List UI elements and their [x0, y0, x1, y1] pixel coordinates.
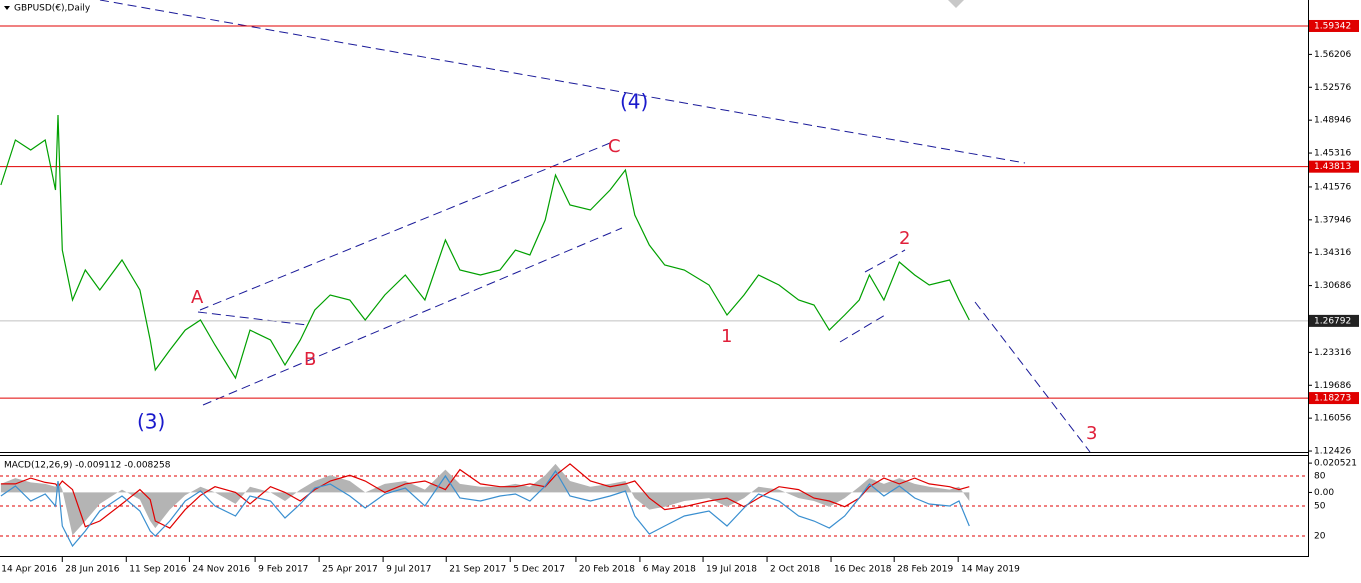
- x-tick-label: 9 Jul 2017: [386, 565, 431, 575]
- x-tick-label: 14 May 2019: [961, 565, 1020, 575]
- x-tick-label: 14 Apr 2016: [1, 565, 57, 575]
- trend-line: [99, 0, 1026, 164]
- level-label-box: [1309, 392, 1359, 405]
- y-tick-label: 1.16056: [1314, 414, 1351, 424]
- x-tick-label: 6 May 2018: [643, 565, 696, 575]
- price-line-series: [0, 114, 970, 380]
- y-tick-label: 0.00: [1314, 488, 1334, 498]
- scroll-marker: [948, 0, 964, 8]
- y-tick-label: 1.45316: [1314, 149, 1351, 159]
- y-tick-label: 1.52576: [1314, 83, 1351, 93]
- level-label: 1.43813: [1314, 162, 1351, 172]
- x-tick-label: 21 Sep 2017: [449, 565, 506, 575]
- indicator-title: MACD(12,26,9) -0.009112 -0.008258: [4, 461, 171, 471]
- wave-label: (3): [137, 410, 165, 434]
- x-tick-label: 19 Jul 2018: [706, 565, 757, 575]
- y2-tick-label: 50: [1314, 502, 1326, 512]
- y-tick-label: 1.41576: [1314, 182, 1351, 192]
- y-tick-label: 1.37946: [1314, 215, 1351, 225]
- price-label: 1.26792: [1314, 316, 1351, 326]
- y-tick-label: 0.020521: [1314, 459, 1357, 469]
- x-tick-label: 28 Jun 2016: [65, 565, 119, 575]
- wave-label: 1: [721, 326, 732, 347]
- trend-line: [864, 249, 906, 273]
- x-tick-label: 25 Apr 2017: [322, 565, 378, 575]
- level-label: 1.18273: [1314, 394, 1351, 404]
- y-tick-label: 1.12426: [1314, 447, 1351, 457]
- level-label: 1.59342: [1314, 21, 1351, 31]
- wave-label: (4): [620, 90, 648, 114]
- x-tick-label: 20 Feb 2018: [579, 565, 635, 575]
- y-tick-label: 1.56206: [1314, 50, 1351, 60]
- trend-line: [202, 227, 623, 406]
- y-tick-label: 1.23316: [1314, 348, 1351, 358]
- wave-label: B: [304, 349, 316, 370]
- level-label-box: [1309, 160, 1359, 173]
- price-label-box: [1309, 314, 1359, 327]
- chart-title: GBPUSD(€),Daily: [14, 4, 91, 14]
- trend-line: [199, 142, 611, 311]
- wave-label: C: [608, 136, 621, 157]
- wave-label: A: [191, 287, 204, 308]
- x-tick-label: 11 Sep 2016: [129, 565, 186, 575]
- y-tick-label: 1.34316: [1314, 248, 1351, 258]
- y-tick-label: 1.48946: [1314, 116, 1351, 126]
- y-tick-label: 1.19686: [1314, 381, 1351, 391]
- wave-label: 2: [899, 228, 910, 249]
- trend-line: [839, 314, 886, 343]
- indicator-line: [0, 463, 970, 529]
- level-label-box: [1309, 19, 1359, 32]
- x-tick-label: 24 Nov 2016: [192, 565, 250, 575]
- wave-label: 3: [1086, 423, 1097, 444]
- indicator-line: [0, 469, 970, 548]
- menu-arrow[interactable]: [4, 6, 10, 10]
- y2-tick-label: 20: [1314, 532, 1326, 542]
- x-tick-label: 5 Dec 2017: [513, 565, 565, 575]
- x-tick-label: 28 Feb 2019: [897, 565, 953, 575]
- y2-tick-label: 80: [1314, 472, 1326, 482]
- trend-line: [974, 301, 1091, 453]
- trend-line: [197, 311, 308, 326]
- x-tick-label: 2 Oct 2018: [770, 565, 820, 575]
- x-tick-label: 9 Feb 2017: [258, 565, 308, 575]
- y-tick-label: 1.30686: [1314, 281, 1351, 291]
- x-tick-label: 16 Dec 2018: [834, 565, 892, 575]
